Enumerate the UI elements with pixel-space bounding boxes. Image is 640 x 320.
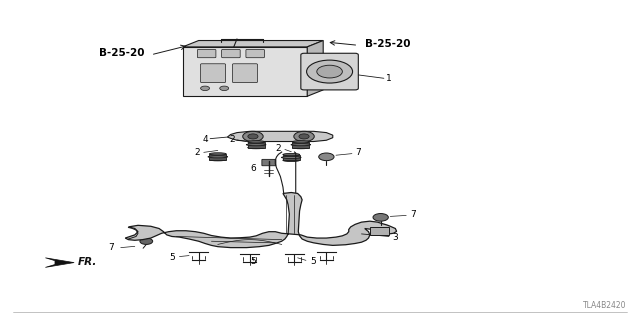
Text: FR.: FR. — [77, 257, 97, 267]
Text: 5: 5 — [169, 253, 175, 262]
Ellipse shape — [208, 156, 228, 158]
Circle shape — [248, 134, 258, 139]
Ellipse shape — [283, 159, 300, 162]
Polygon shape — [45, 258, 74, 268]
Circle shape — [243, 131, 263, 141]
Circle shape — [373, 213, 388, 221]
Text: 7: 7 — [108, 243, 114, 252]
Ellipse shape — [248, 141, 264, 143]
FancyBboxPatch shape — [200, 64, 225, 83]
Text: 1: 1 — [386, 75, 392, 84]
Circle shape — [307, 60, 353, 83]
Polygon shape — [248, 142, 264, 148]
Ellipse shape — [282, 156, 301, 158]
Ellipse shape — [209, 153, 227, 155]
Ellipse shape — [292, 146, 309, 149]
Circle shape — [140, 238, 153, 244]
Polygon shape — [370, 227, 389, 235]
Circle shape — [299, 134, 309, 139]
Polygon shape — [227, 131, 333, 141]
Polygon shape — [125, 193, 397, 248]
Polygon shape — [209, 154, 227, 160]
Polygon shape — [283, 155, 300, 160]
FancyBboxPatch shape — [197, 50, 216, 58]
Text: 6: 6 — [250, 164, 256, 173]
Circle shape — [200, 86, 209, 91]
Circle shape — [294, 131, 314, 141]
Text: 7: 7 — [355, 148, 361, 157]
Polygon shape — [182, 41, 323, 47]
Polygon shape — [182, 47, 307, 96]
Text: 5: 5 — [250, 258, 256, 267]
Ellipse shape — [283, 153, 300, 156]
Text: 2: 2 — [275, 144, 281, 153]
Ellipse shape — [292, 141, 309, 143]
Text: B-25-20: B-25-20 — [365, 39, 410, 49]
Ellipse shape — [246, 144, 266, 146]
Ellipse shape — [248, 146, 264, 149]
FancyBboxPatch shape — [221, 50, 240, 58]
Polygon shape — [307, 41, 323, 96]
Text: B-25-20: B-25-20 — [99, 48, 145, 58]
Text: 3: 3 — [392, 233, 397, 242]
Text: 4: 4 — [202, 135, 208, 144]
FancyBboxPatch shape — [301, 53, 358, 90]
FancyBboxPatch shape — [262, 159, 276, 166]
Circle shape — [317, 65, 342, 78]
Ellipse shape — [209, 158, 227, 161]
Polygon shape — [292, 142, 309, 148]
Circle shape — [319, 153, 334, 161]
Text: 5: 5 — [311, 258, 317, 267]
Text: TLA4B2420: TLA4B2420 — [583, 301, 627, 310]
Text: 2: 2 — [229, 135, 235, 144]
FancyBboxPatch shape — [232, 64, 257, 83]
Text: 7: 7 — [410, 210, 415, 219]
Ellipse shape — [291, 144, 310, 146]
FancyBboxPatch shape — [246, 50, 264, 58]
Circle shape — [220, 86, 228, 91]
Text: 2: 2 — [195, 148, 200, 157]
